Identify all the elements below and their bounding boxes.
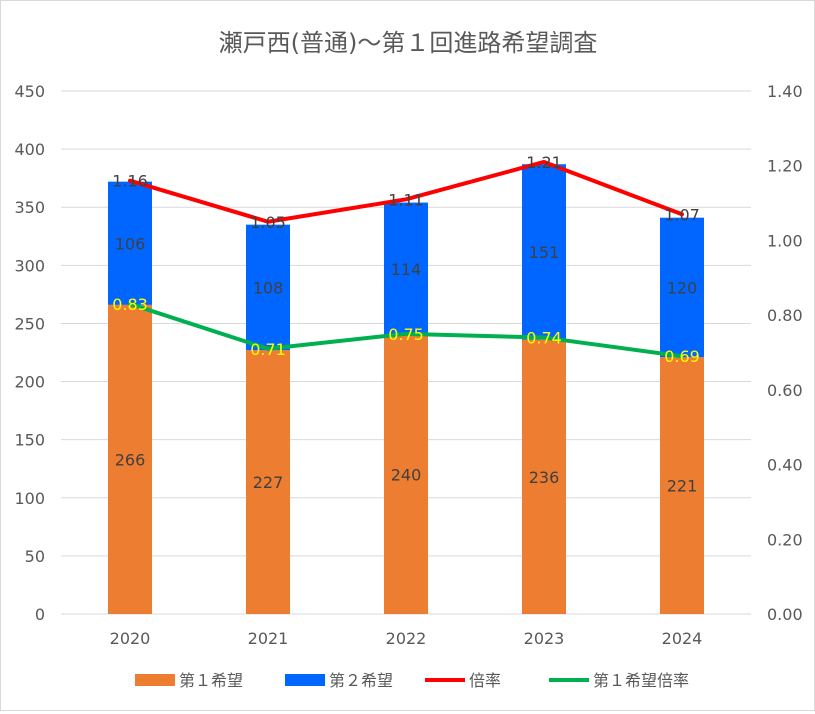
bar-data-label: 240 [391, 466, 422, 485]
x-axis: 2020 2021 2022 2023 2024 [110, 629, 703, 648]
bar-data-label: 151 [529, 243, 560, 262]
right-tick-label: 0.40 [767, 456, 803, 475]
left-tick-label: 350 [14, 198, 45, 217]
bar-data-label: 114 [391, 260, 422, 279]
left-tick-label: 300 [14, 256, 45, 275]
left-tick-label: 200 [14, 373, 45, 392]
category-label: 2021 [248, 629, 289, 648]
line-data-label: 1.21 [526, 153, 562, 172]
bar-data-label: 266 [115, 450, 146, 469]
left-tick-label: 250 [14, 314, 45, 333]
legend-label: 第１希望倍率 [593, 671, 689, 690]
left-tick-label: 450 [14, 82, 45, 101]
right-tick-label: 0.00 [767, 605, 803, 624]
bar-1 [108, 304, 152, 614]
left-tick-label: 400 [14, 140, 45, 159]
line-data-label: 0.74 [526, 329, 562, 348]
legend-label: 倍率 [469, 671, 501, 690]
right-tick-label: 0.80 [767, 306, 803, 325]
right-tick-label: 1.40 [767, 82, 803, 101]
bar-2 [522, 164, 566, 340]
chart-title: 瀬戸西(普通)～第１回進路希望調査 [219, 29, 598, 57]
bar-data-label: 227 [253, 473, 284, 492]
line-data-label: 1.11 [388, 190, 424, 209]
bars [108, 164, 704, 614]
right-axis: 0.00 0.20 0.40 0.60 0.80 1.00 1.20 1.40 [767, 82, 803, 624]
bar-2 [660, 217, 704, 358]
data-labels: 266 227 240 236 221 106 108 114 151 120 1.16 1.05 1.… [112, 153, 700, 496]
left-axis: 0 50 100 150 200 250 300 350 400 450 [14, 82, 45, 624]
left-tick-label: 150 [14, 431, 45, 450]
line-data-label: 1.07 [664, 205, 700, 224]
legend-swatch [285, 674, 325, 686]
bar-1 [522, 339, 566, 614]
bar-1 [660, 357, 704, 614]
category-label: 2023 [524, 629, 565, 648]
line-data-label: 0.71 [250, 340, 286, 359]
bar-data-label: 236 [529, 468, 560, 487]
bar-2 [384, 202, 428, 336]
left-tick-label: 100 [14, 489, 45, 508]
legend-swatch [135, 674, 175, 686]
legend-label: 第２希望 [329, 671, 393, 690]
category-label: 2022 [386, 629, 427, 648]
line-data-label: 0.69 [664, 347, 700, 366]
category-label: 2024 [662, 629, 703, 648]
line-data-label: 1.16 [112, 172, 148, 191]
right-tick-label: 1.20 [767, 157, 803, 176]
legend: 第１希望 第２希望 倍率 第１希望倍率 [135, 671, 689, 690]
lines [128, 159, 684, 359]
right-tick-label: 0.20 [767, 530, 803, 549]
line-data-label: 1.05 [250, 213, 286, 232]
bar-data-label: 221 [667, 477, 698, 496]
bar-data-label: 106 [115, 234, 146, 253]
bar-2 [246, 224, 290, 351]
right-tick-label: 1.00 [767, 231, 803, 250]
line-series-2 [128, 301, 684, 359]
bar-1 [384, 335, 428, 614]
legend-label: 第１希望 [179, 671, 243, 690]
bar-1 [246, 350, 290, 614]
line-data-label: 0.75 [388, 325, 424, 344]
left-tick-label: 50 [25, 547, 45, 566]
category-label: 2020 [110, 629, 151, 648]
line-series-1 [128, 159, 684, 224]
line-data-label: 0.83 [112, 295, 148, 314]
right-tick-label: 0.60 [767, 381, 803, 400]
bar-data-label: 120 [667, 278, 698, 297]
bar-data-label: 108 [253, 278, 284, 297]
bar-2 [108, 181, 152, 305]
left-tick-label: 0 [35, 605, 45, 624]
